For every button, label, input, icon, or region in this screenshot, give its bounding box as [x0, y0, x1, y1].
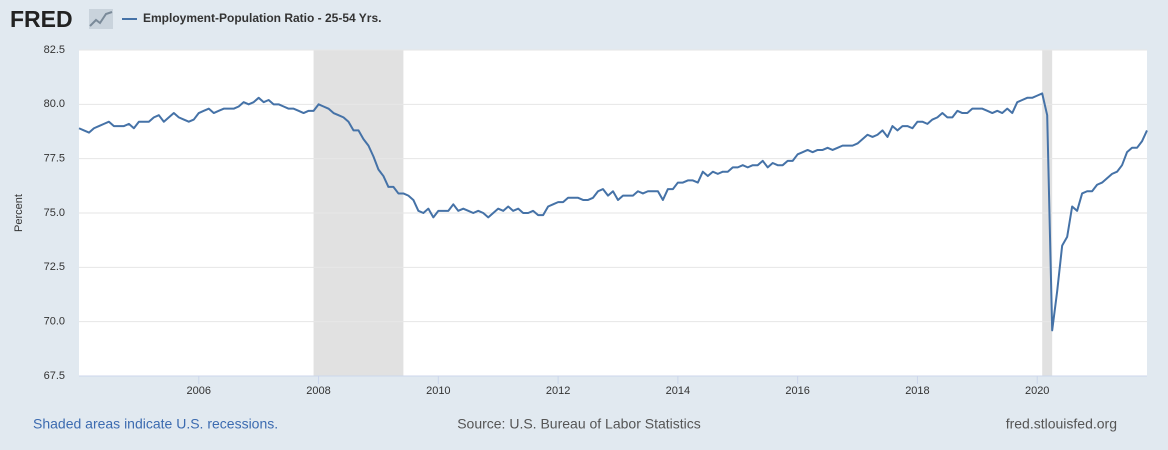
x-tick-label: 2012: [546, 385, 570, 397]
recession-note[interactable]: Shaded areas indicate U.S. recessions.: [33, 416, 278, 432]
logo-icon: [89, 9, 113, 29]
x-tick-label: 2016: [785, 385, 809, 397]
x-tick-label: 2018: [905, 385, 929, 397]
source: Source: U.S. Bureau of Labor Statistics: [457, 416, 701, 432]
y-tick-label: 80.0: [44, 98, 65, 110]
x-tick-label: 2010: [426, 385, 450, 397]
y-tick-label: 82.5: [44, 44, 65, 56]
y-tick-label: 77.5: [44, 153, 65, 165]
y-tick-label: 67.5: [44, 370, 65, 382]
x-tick-label: 2006: [187, 385, 211, 397]
legend-label[interactable]: Employment-Population Ratio - 25-54 Yrs.: [143, 11, 382, 25]
y-tick-label: 75.0: [44, 207, 65, 219]
y-tick-label: 70.0: [44, 316, 65, 328]
y-tick-label: 72.5: [44, 261, 65, 273]
logo[interactable]: FRED: [10, 6, 73, 32]
x-tick-label: 2020: [1025, 385, 1049, 397]
x-tick-label: 2014: [666, 385, 690, 397]
x-tick-label: 2008: [306, 385, 330, 397]
site-url[interactable]: fred.stlouisfed.org: [1006, 416, 1117, 432]
y-axis-label: Percent: [13, 194, 25, 232]
series-line: [78, 92, 1148, 332]
